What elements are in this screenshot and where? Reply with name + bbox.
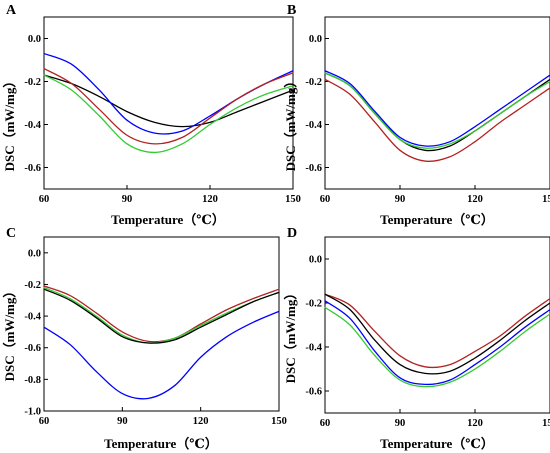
x-axis-title-c: Temperature（℃）	[104, 436, 218, 451]
series-line-d-1	[324, 293, 550, 375]
y-tick-label-b-3: 0.0	[309, 34, 322, 45]
series-line-b-2	[324, 72, 550, 149]
x-axis-title-b: Temperature（℃）	[380, 212, 494, 227]
x-tick-label-b-2: 120	[467, 194, 483, 205]
y-tick-label-b-0: -0.6	[305, 163, 322, 174]
panel-label-c: C	[6, 226, 16, 241]
y-axis-title-b: DSC（mW/mg）	[283, 75, 298, 172]
series-line-b-3	[324, 78, 550, 162]
x-tick-label-d-1: 90	[395, 418, 406, 429]
y-tick-label-a-2: -0.2	[24, 77, 41, 88]
x-axis-title-d: Temperature（℃）	[380, 436, 494, 451]
y-tick-label-c-3: -0.4	[24, 312, 41, 323]
y-axis-title-c: DSC（mW/mg）	[2, 285, 17, 382]
y-tick-label-c-0: -1.0	[24, 407, 41, 418]
y-tick-label-d-3: 0.0	[309, 255, 322, 266]
x-tick-label-b-1: 90	[395, 194, 406, 205]
y-axis-title-d: DSC（mW/mg）	[283, 287, 298, 384]
series-line-a-1	[43, 52, 294, 135]
y-tick-label-b-1: -0.4	[305, 120, 322, 131]
y-tick-label-a-3: 0.0	[28, 34, 41, 45]
series-line-a-2	[43, 67, 294, 145]
x-tick-label-a-3: 150	[285, 194, 301, 205]
y-tick-label-c-2: -0.6	[24, 343, 41, 354]
x-tick-label-d-2: 120	[467, 418, 483, 429]
plot-frame-d	[324, 236, 550, 414]
series-line-a-0	[43, 74, 294, 128]
panel-c: C 60 90 120 150 -1.0 -0.8 -0.6 -0.4 -0.2 0.0 Temp…	[2, 226, 287, 451]
series-line-c-1	[43, 286, 280, 344]
x-tick-label-a-1: 90	[122, 194, 133, 205]
x-tick-label-c-1: 90	[117, 416, 128, 427]
y-tick-label-c-1: -0.8	[24, 375, 41, 386]
x-tick-label-d-3: 150	[542, 418, 550, 429]
panel-label-b: B	[287, 3, 296, 18]
series-line-c-3	[43, 310, 280, 400]
panel-label-a: A	[6, 3, 17, 18]
panel-d: D 60 90 120 150 -0.6 -0.4 -0.2 0.0 Temperature（…	[283, 226, 550, 451]
x-tick-label-b-0: 60	[320, 194, 331, 205]
plot-frame-c	[43, 236, 280, 412]
x-tick-label-c-2: 120	[193, 416, 209, 427]
series-line-d-2	[324, 300, 550, 386]
y-tick-label-a-1: -0.4	[24, 120, 41, 131]
series-line-c-0	[43, 285, 280, 343]
x-axis-title-a: Temperature（℃）	[111, 212, 225, 227]
y-tick-label-d-2: -0.2	[305, 299, 322, 310]
x-tick-label-c-3: 150	[271, 416, 287, 427]
y-axis-title-a: DSC（mW/mg）	[2, 75, 17, 172]
x-tick-label-a-0: 60	[39, 194, 50, 205]
x-tick-label-b-3: 150	[542, 194, 550, 205]
y-tick-label-a-0: -0.6	[24, 163, 41, 174]
x-tick-label-a-2: 120	[202, 194, 218, 205]
series-line-a-3	[43, 74, 294, 154]
panel-label-d: D	[287, 226, 297, 241]
plot-frame-a	[43, 16, 294, 190]
series-line-d-3	[324, 306, 550, 388]
y-tick-label-c-5: 0.0	[28, 248, 41, 259]
plot-frame-b	[324, 16, 550, 190]
y-tick-label-d-1: -0.4	[305, 343, 322, 354]
x-tick-label-d-0: 60	[320, 418, 331, 429]
series-line-b-0	[324, 70, 550, 147]
series-line-c-2	[43, 288, 280, 344]
y-tick-label-c-4: -0.2	[24, 280, 41, 291]
series-line-d-0	[324, 293, 550, 369]
y-tick-label-b-2: -0.2	[305, 77, 322, 88]
y-tick-label-d-0: -0.6	[305, 387, 322, 398]
panel-a: A 60 90 120 150 -0.6 -0.4 -0.2 0.0 Temperature（…	[2, 3, 301, 227]
x-tick-label-c-0: 60	[39, 416, 50, 427]
panel-b: B 60 90 120 150 -0.6 -0.4 -0.2 0.0 Temperature（…	[283, 3, 550, 227]
